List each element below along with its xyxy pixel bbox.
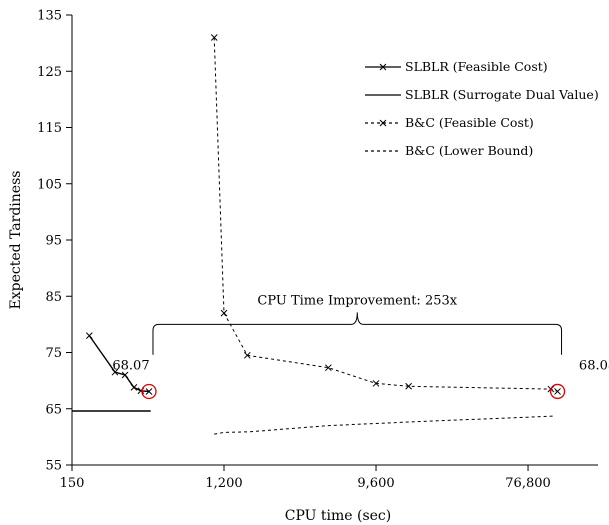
legend-marker xyxy=(379,63,387,71)
y-tick-label: 85 xyxy=(45,290,62,305)
data-point xyxy=(130,384,138,391)
data-point xyxy=(111,368,119,376)
x-marker-stroke xyxy=(243,351,251,359)
data-point xyxy=(405,382,413,390)
data-point xyxy=(121,371,129,379)
y-tick-label: 105 xyxy=(37,177,62,192)
improvement-label: CPU Time Improvement: 253x xyxy=(257,293,457,308)
legend-label: B&C (Feasible Cost) xyxy=(405,115,534,130)
annotation-label: 68.08 xyxy=(579,358,609,373)
x-tick-label: 1,200 xyxy=(205,476,242,491)
y-tick-label: 95 xyxy=(45,234,62,249)
y-tick-label: 75 xyxy=(45,346,62,361)
x-marker-stroke xyxy=(121,371,129,379)
legend-label: B&C (Lower Bound) xyxy=(405,143,533,158)
data-point xyxy=(554,388,561,395)
x-marker-stroke xyxy=(130,384,138,391)
y-tick-label: 115 xyxy=(37,121,62,136)
x-marker-stroke xyxy=(379,119,387,127)
data-point xyxy=(85,332,93,339)
legend-label: SLBLR (Surrogate Dual Value) xyxy=(405,87,599,102)
x-marker-stroke xyxy=(85,332,93,339)
series-line xyxy=(213,37,558,392)
x-marker-stroke xyxy=(220,309,228,317)
y-tick-label: 125 xyxy=(37,65,62,80)
legend-item: SLBLR (Surrogate Dual Value) xyxy=(365,87,599,102)
y-axis-title: Expected Tardiness xyxy=(8,171,24,310)
x-tick-label: 76,800 xyxy=(505,476,551,491)
ticks-layer: 55 65 75 85 95 105 115 125 135 150 1,200 9,600 76,80… xyxy=(37,9,551,492)
y-tick-label: 65 xyxy=(45,402,62,417)
legend-item: SLBLR (Feasible Cost) xyxy=(365,59,548,74)
x-marker-stroke xyxy=(379,63,387,71)
series-2 xyxy=(210,34,561,395)
x-marker-stroke xyxy=(554,388,561,395)
legend-item: B&C (Feasible Cost) xyxy=(365,115,534,130)
legend-label: SLBLR (Feasible Cost) xyxy=(405,59,548,74)
x-axis-title: CPU time (sec) xyxy=(285,508,391,524)
series-3 xyxy=(214,415,555,435)
annotation-layer: 68.07 68.08 CPU Time Improvement: 253x xyxy=(112,293,609,400)
x-marker-stroke xyxy=(111,368,119,376)
improvement-brace xyxy=(152,312,563,355)
x-marker-stroke xyxy=(145,388,153,395)
x-marker-stroke xyxy=(405,382,413,390)
x-marker-stroke xyxy=(372,380,380,387)
data-point xyxy=(324,364,332,372)
data-point xyxy=(243,351,251,359)
y-tick-label: 135 xyxy=(37,9,62,24)
legend: SLBLR (Feasible Cost) SLBLR (Surrogate Du… xyxy=(365,59,599,158)
annotation-label: 68.07 xyxy=(112,358,149,373)
legend-marker xyxy=(379,119,387,127)
y-tick-label: 55 xyxy=(45,459,62,474)
x-marker-stroke xyxy=(210,34,218,41)
x-marker-stroke xyxy=(324,364,332,372)
legend-item: B&C (Lower Bound) xyxy=(365,143,533,158)
x-tick-label: 150 xyxy=(60,476,85,491)
highlight-circle xyxy=(549,383,566,400)
data-point xyxy=(145,388,153,395)
data-point xyxy=(372,380,380,387)
series-line xyxy=(214,415,555,435)
data-point xyxy=(210,34,218,41)
highlight-circle xyxy=(141,383,157,400)
data-point xyxy=(220,309,228,317)
x-tick-label: 9,600 xyxy=(357,476,394,491)
